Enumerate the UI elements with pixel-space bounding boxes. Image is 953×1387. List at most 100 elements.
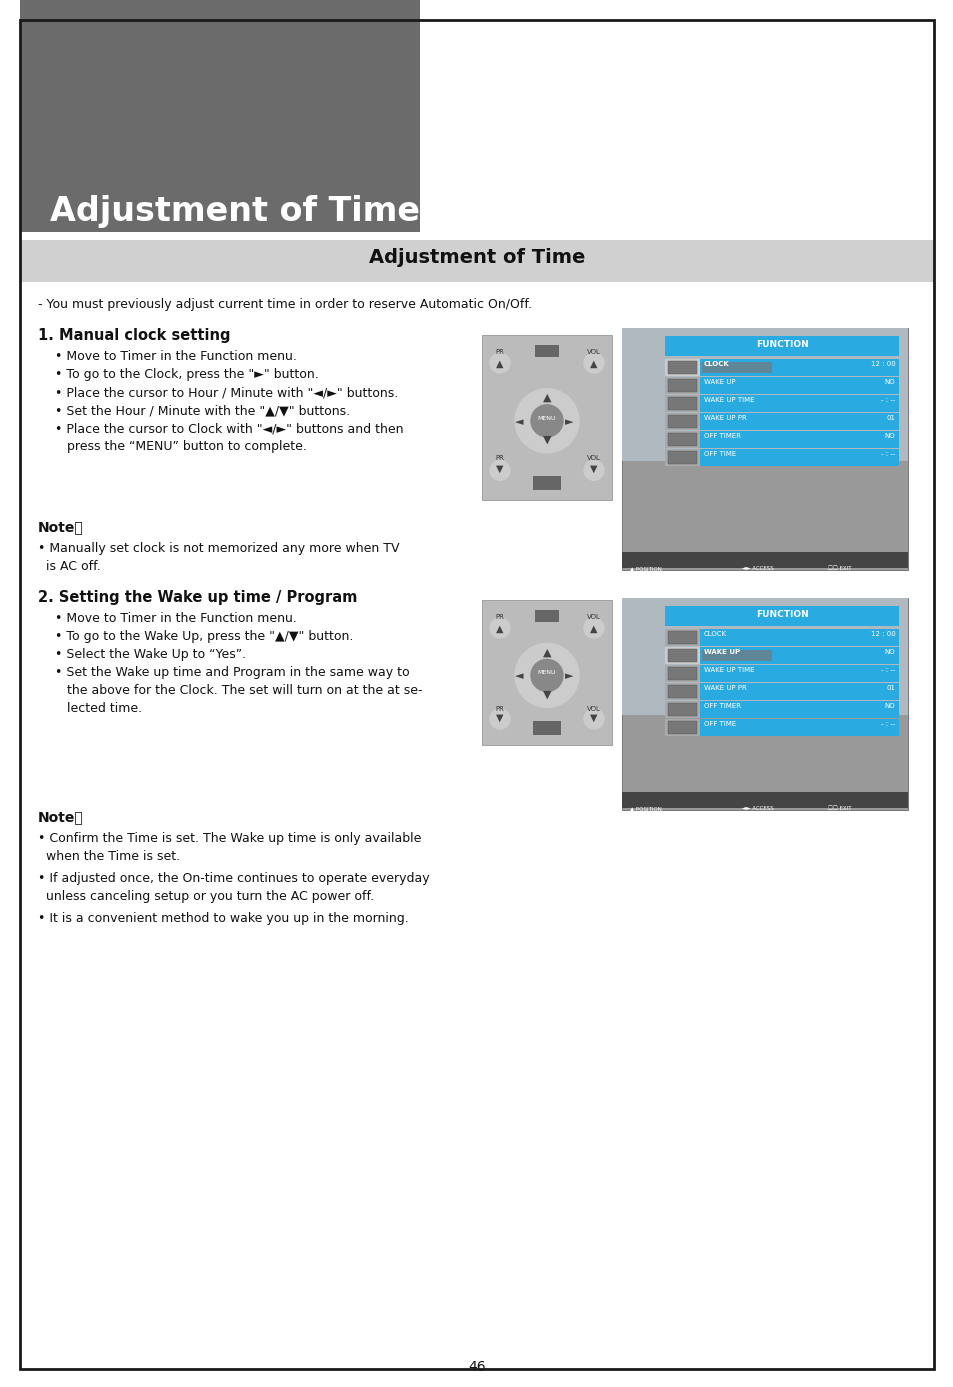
- Bar: [667, 433, 697, 447]
- Text: • Set the Hour / Minute with the "▲/▼" buttons.: • Set the Hour / Minute with the "▲/▼" b…: [55, 404, 350, 417]
- Text: 01: 01: [885, 415, 895, 422]
- Text: ◄: ◄: [515, 417, 522, 427]
- Text: • To go to the Clock, press the "►" button.: • To go to the Clock, press the "►" butt…: [55, 368, 318, 381]
- Bar: [481, 601, 612, 745]
- Text: NO: NO: [883, 703, 895, 709]
- Text: Note：: Note：: [38, 810, 84, 824]
- Text: 01: 01: [885, 685, 895, 691]
- Bar: [664, 664, 700, 682]
- Bar: [664, 413, 700, 430]
- Circle shape: [490, 460, 510, 480]
- Circle shape: [583, 709, 603, 730]
- Text: 46: 46: [468, 1361, 485, 1375]
- Text: ▼: ▼: [496, 713, 503, 723]
- Bar: [667, 649, 697, 662]
- Text: • If adjusted once, the On-time continues to operate everyday
  unless canceling: • If adjusted once, the On-time continue…: [38, 872, 429, 903]
- Circle shape: [490, 709, 510, 730]
- Text: • Place the cursor to Clock with "◄/►" buttons and then
   press the “MENU” butt: • Place the cursor to Clock with "◄/►" b…: [55, 422, 403, 454]
- Circle shape: [531, 659, 562, 691]
- Text: ◄: ◄: [515, 671, 522, 681]
- Text: OFF TIMER: OFF TIMER: [703, 433, 740, 440]
- Bar: [700, 646, 899, 664]
- Bar: [535, 345, 558, 356]
- Bar: [700, 359, 899, 376]
- Text: • Move to Timer in the Function menu.: • Move to Timer in the Function menu.: [55, 350, 296, 363]
- Bar: [700, 682, 899, 700]
- Text: OFF TIMER: OFF TIMER: [703, 703, 740, 709]
- Bar: [664, 359, 700, 376]
- Text: - : --: - : --: [881, 721, 895, 727]
- Bar: [700, 377, 899, 394]
- Text: WAKE UP: WAKE UP: [703, 379, 735, 386]
- Bar: [700, 431, 899, 448]
- Circle shape: [583, 619, 603, 638]
- Text: ▲: ▲: [542, 393, 551, 402]
- Text: Adjustment of Time: Adjustment of Time: [50, 196, 419, 227]
- Bar: [664, 700, 700, 718]
- Text: VOL: VOL: [586, 350, 600, 355]
- Bar: [621, 552, 907, 569]
- Bar: [664, 606, 899, 626]
- Text: - : --: - : --: [881, 451, 895, 456]
- Text: - : --: - : --: [881, 667, 895, 673]
- Text: VOL: VOL: [586, 455, 600, 462]
- Circle shape: [583, 354, 603, 373]
- Bar: [700, 700, 899, 718]
- Bar: [667, 451, 697, 465]
- Text: 1. Manual clock setting: 1. Manual clock setting: [38, 327, 231, 343]
- Bar: [667, 361, 697, 374]
- Text: OFF TIME: OFF TIME: [703, 451, 736, 456]
- Bar: [667, 685, 697, 698]
- Bar: [621, 327, 907, 460]
- Text: WAKE UP: WAKE UP: [703, 649, 740, 655]
- Text: ☐☐ EXIT: ☐☐ EXIT: [827, 566, 850, 571]
- Text: WAKE UP TIME: WAKE UP TIME: [703, 397, 754, 404]
- Bar: [621, 598, 907, 714]
- Text: ▲: ▲: [590, 624, 598, 634]
- Bar: [664, 377, 700, 394]
- Bar: [664, 395, 700, 412]
- Bar: [20, 240, 933, 282]
- Bar: [664, 718, 700, 736]
- Text: ▲: ▲: [590, 359, 598, 369]
- Bar: [667, 415, 697, 429]
- Text: 12 : 00: 12 : 00: [870, 361, 895, 368]
- Text: FUNCTION: FUNCTION: [755, 340, 808, 350]
- Text: NO: NO: [883, 649, 895, 655]
- Text: • Move to Timer in the Function menu.: • Move to Timer in the Function menu.: [55, 612, 296, 626]
- Circle shape: [490, 354, 510, 373]
- Text: - You must previously adjust current time in order to reserve Automatic On/Off.: - You must previously adjust current tim…: [38, 298, 532, 311]
- Text: PR: PR: [495, 706, 504, 712]
- Text: ▼: ▼: [590, 463, 598, 474]
- Text: NO: NO: [883, 433, 895, 440]
- Text: • To go to the Wake Up, press the "▲/▼" button.: • To go to the Wake Up, press the "▲/▼" …: [55, 630, 353, 644]
- Circle shape: [583, 460, 603, 480]
- Text: • It is a convenient method to wake you up in the morning.: • It is a convenient method to wake you …: [38, 913, 408, 925]
- Text: PR: PR: [495, 350, 504, 355]
- Text: Note：: Note：: [38, 520, 84, 534]
- Bar: [664, 431, 700, 448]
- Text: ▲: ▲: [496, 359, 503, 369]
- Text: • Select the Wake Up to “Yes”.: • Select the Wake Up to “Yes”.: [55, 648, 246, 662]
- Text: VOL: VOL: [586, 614, 600, 620]
- Text: ▲ POSITION: ▲ POSITION: [629, 806, 661, 811]
- Text: WAKE UP PR: WAKE UP PR: [703, 415, 746, 422]
- Text: Adjustment of Time: Adjustment of Time: [369, 248, 584, 268]
- Text: - : --: - : --: [881, 397, 895, 404]
- Bar: [700, 395, 899, 412]
- Bar: [667, 703, 697, 716]
- Bar: [621, 598, 907, 810]
- Circle shape: [515, 388, 578, 452]
- Text: ▲: ▲: [542, 648, 551, 657]
- Text: • Confirm the Time is set. The Wake up time is only available
  when the Time is: • Confirm the Time is set. The Wake up t…: [38, 832, 421, 863]
- Text: VOL: VOL: [586, 706, 600, 712]
- Text: PR: PR: [495, 614, 504, 620]
- Text: OFF TIME: OFF TIME: [703, 721, 736, 727]
- Bar: [701, 651, 771, 662]
- Circle shape: [515, 644, 578, 707]
- Bar: [667, 397, 697, 411]
- Bar: [667, 631, 697, 644]
- Bar: [667, 721, 697, 734]
- Text: ►: ►: [564, 671, 573, 681]
- Bar: [700, 449, 899, 466]
